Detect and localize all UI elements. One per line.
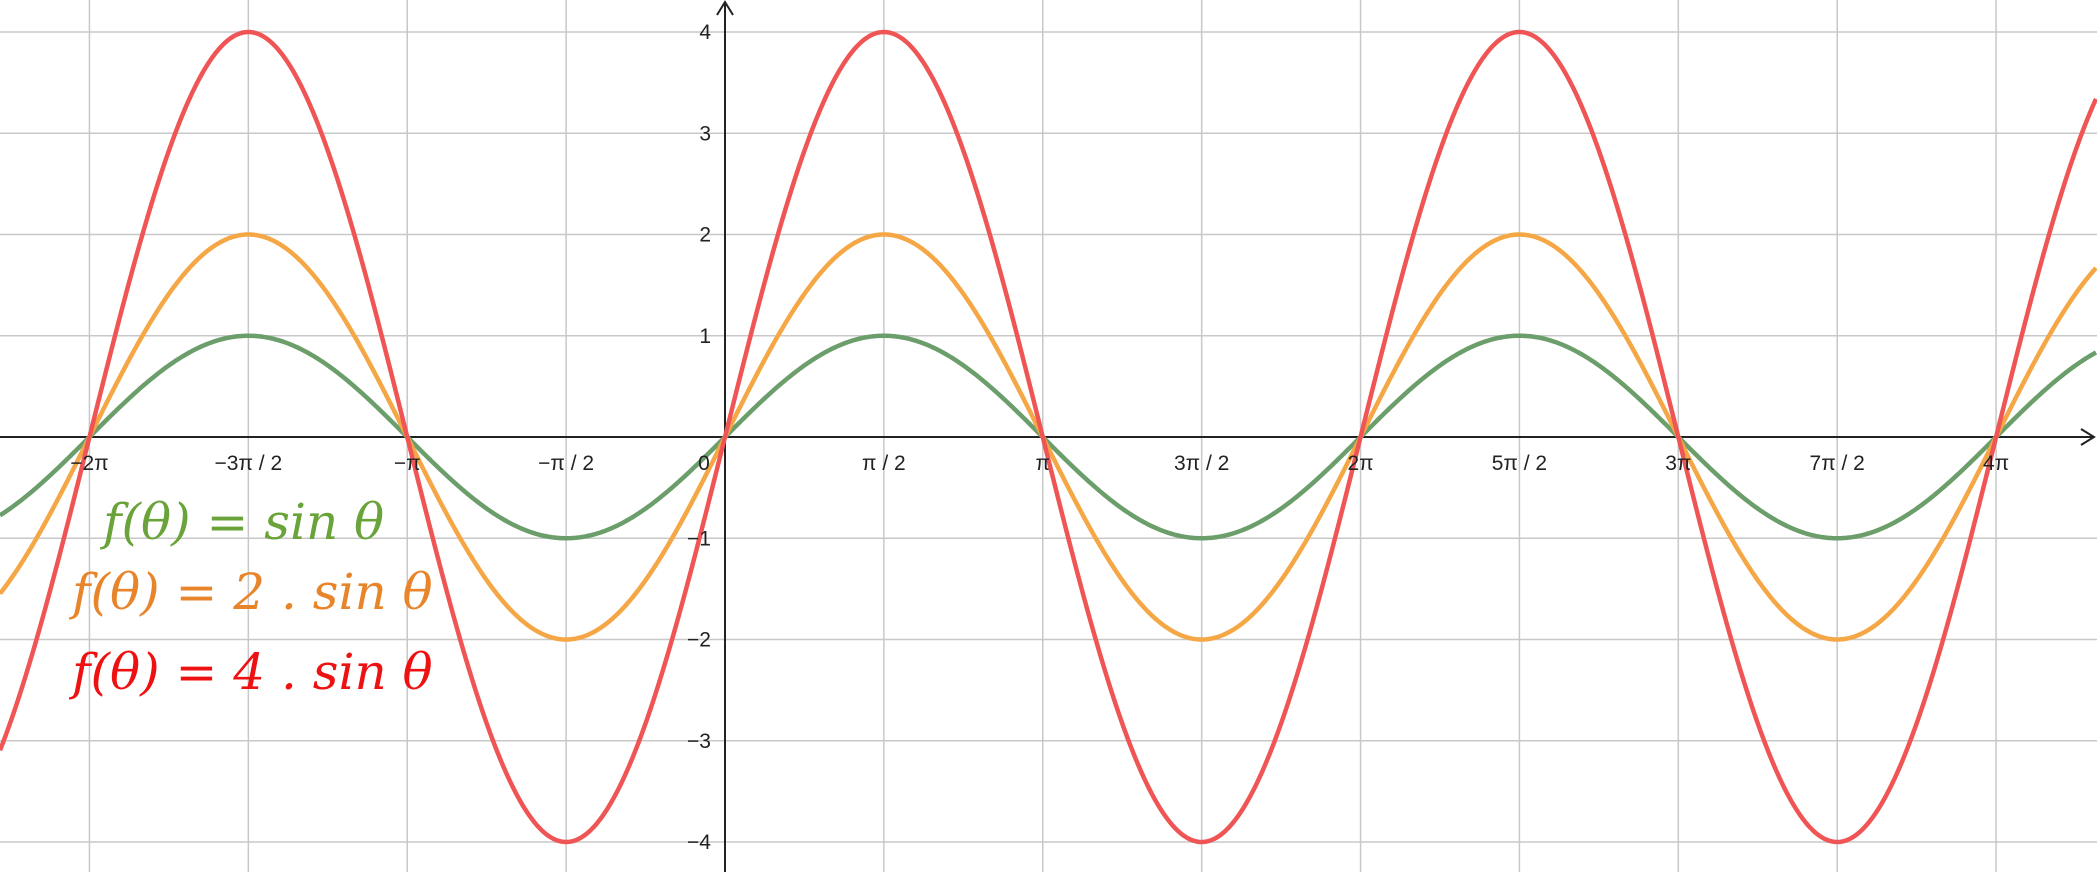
y-tick-label: −4: [687, 831, 711, 854]
x-tick-label: π: [1036, 452, 1051, 475]
curves: [0, 29, 2097, 845]
series-line: [0, 333, 2097, 541]
legend-4sin: f(θ) = 4 . sin θ: [72, 643, 433, 701]
series-line: [0, 232, 2097, 642]
y-tick-label: 3: [699, 122, 711, 145]
y-tick-label: 2: [699, 224, 711, 247]
y-tick-label: −2: [687, 629, 711, 652]
x-tick-label: −3π / 2: [215, 452, 283, 475]
y-tick-label: −1: [687, 527, 711, 550]
x-tick-label: 0: [698, 452, 710, 475]
x-tick-label: −π: [394, 452, 421, 475]
x-tick-label: π / 2: [862, 452, 906, 475]
x-axis-arrow: [2080, 428, 2096, 446]
x-tick-label: 4π: [1983, 452, 2009, 475]
x-tick-label: −π / 2: [538, 452, 594, 475]
legend-sin: f(θ) = sin θ: [103, 493, 385, 551]
x-tick-label: 5π / 2: [1492, 452, 1547, 475]
x-tick-label: −2π: [70, 452, 108, 475]
y-tick-label: −3: [687, 730, 711, 753]
y-axis-arrow: [716, 0, 734, 16]
legend-2sin: f(θ) = 2 . sin θ: [72, 563, 433, 621]
y-tick-label: 1: [699, 325, 711, 348]
x-tick-label: 7π / 2: [1810, 452, 1865, 475]
x-tick-label: 3π: [1665, 452, 1691, 475]
tick-labels: −2π −3π / 2 −π −π / 2 0 π / 2 π 3π / 2 2π 5π / 2 3…: [70, 21, 2009, 854]
x-tick-label: 2π: [1347, 452, 1373, 475]
series-line: [0, 29, 2097, 845]
y-tick-label: 4: [699, 21, 711, 44]
x-tick-label: 3π / 2: [1174, 452, 1229, 475]
